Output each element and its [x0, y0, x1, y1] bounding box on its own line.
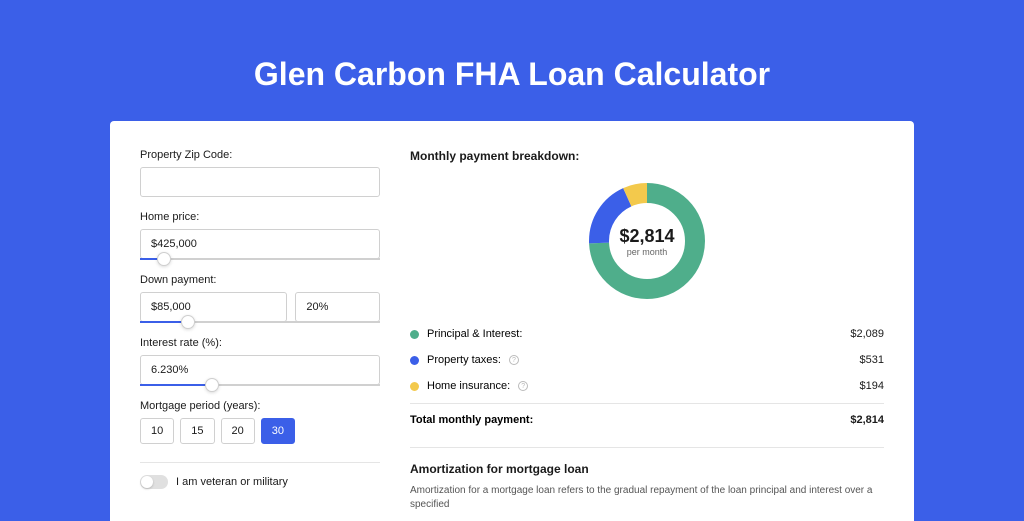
- interest-rate-slider[interactable]: [140, 384, 380, 386]
- legend-dot: [410, 382, 419, 391]
- home-price-slider[interactable]: [140, 258, 380, 260]
- zip-input[interactable]: [140, 167, 380, 197]
- total-value: $2,814: [850, 414, 884, 426]
- legend-dot: [410, 356, 419, 365]
- page-title: Glen Carbon FHA Loan Calculator: [0, 56, 1024, 93]
- legend-value: $531: [860, 354, 884, 366]
- info-icon[interactable]: ?: [509, 355, 519, 365]
- toggle-knob: [141, 476, 153, 488]
- donut-sub: per month: [627, 247, 668, 257]
- down-payment-label: Down payment:: [140, 274, 380, 286]
- info-icon[interactable]: ?: [518, 381, 528, 391]
- donut-chart: $2,814 per month: [585, 179, 709, 303]
- veteran-label: I am veteran or military: [176, 476, 288, 488]
- home-price-label: Home price:: [140, 211, 380, 223]
- form-column: Property Zip Code: Home price: Down paym…: [140, 149, 380, 493]
- home-price-input[interactable]: [140, 229, 380, 259]
- period-btn-15[interactable]: 15: [180, 418, 214, 444]
- down-payment-group: Down payment:: [140, 274, 380, 323]
- slider-thumb[interactable]: [157, 252, 171, 266]
- right-divider: [410, 447, 884, 448]
- amortization-text: Amortization for a mortgage loan refers …: [410, 484, 884, 512]
- legend-label: Home insurance:: [427, 380, 510, 392]
- period-btn-10[interactable]: 10: [140, 418, 174, 444]
- legend-dot: [410, 330, 419, 339]
- breakdown-column: Monthly payment breakdown: $2,814 per mo…: [410, 149, 884, 493]
- total-label: Total monthly payment:: [410, 414, 533, 426]
- legend-value: $2,089: [850, 328, 884, 340]
- interest-rate-input[interactable]: [140, 355, 380, 385]
- donut-chart-wrap: $2,814 per month: [410, 171, 884, 321]
- veteran-toggle[interactable]: [140, 475, 168, 489]
- legend-value: $194: [860, 380, 884, 392]
- breakdown-title: Monthly payment breakdown:: [410, 149, 884, 163]
- form-divider: [140, 462, 380, 463]
- down-payment-pct-input[interactable]: [295, 292, 380, 322]
- period-group: Mortgage period (years): 1015 2030: [140, 400, 380, 444]
- total-row: Total monthly payment: $2,814: [410, 403, 884, 433]
- slider-thumb[interactable]: [205, 378, 219, 392]
- zip-field-group: Property Zip Code:: [140, 149, 380, 197]
- period-label: Mortgage period (years):: [140, 400, 380, 412]
- donut-center: $2,814 per month: [585, 179, 709, 303]
- legend-row: Principal & Interest: $2,089: [410, 321, 884, 347]
- calculator-panel: Property Zip Code: Home price: Down paym…: [110, 121, 914, 521]
- legend-label: Principal & Interest:: [427, 328, 522, 340]
- veteran-row: I am veteran or military: [140, 475, 380, 489]
- legend-label: Property taxes:: [427, 354, 501, 366]
- period-btn-20[interactable]: 20: [221, 418, 255, 444]
- period-buttons: 1015 2030: [140, 418, 380, 444]
- down-payment-slider[interactable]: [140, 321, 380, 323]
- amortization-title: Amortization for mortgage loan: [410, 462, 884, 476]
- slider-thumb[interactable]: [181, 315, 195, 329]
- donut-amount: $2,814: [619, 226, 674, 247]
- legend-row: Property taxes:? $531: [410, 347, 884, 373]
- interest-rate-group: Interest rate (%):: [140, 337, 380, 386]
- home-price-group: Home price:: [140, 211, 380, 260]
- period-btn-30[interactable]: 30: [261, 418, 295, 444]
- legend-row: Home insurance:? $194: [410, 373, 884, 399]
- interest-rate-label: Interest rate (%):: [140, 337, 380, 349]
- down-payment-amount-input[interactable]: [140, 292, 287, 322]
- zip-label: Property Zip Code:: [140, 149, 380, 161]
- page-header: Glen Carbon FHA Loan Calculator: [0, 0, 1024, 121]
